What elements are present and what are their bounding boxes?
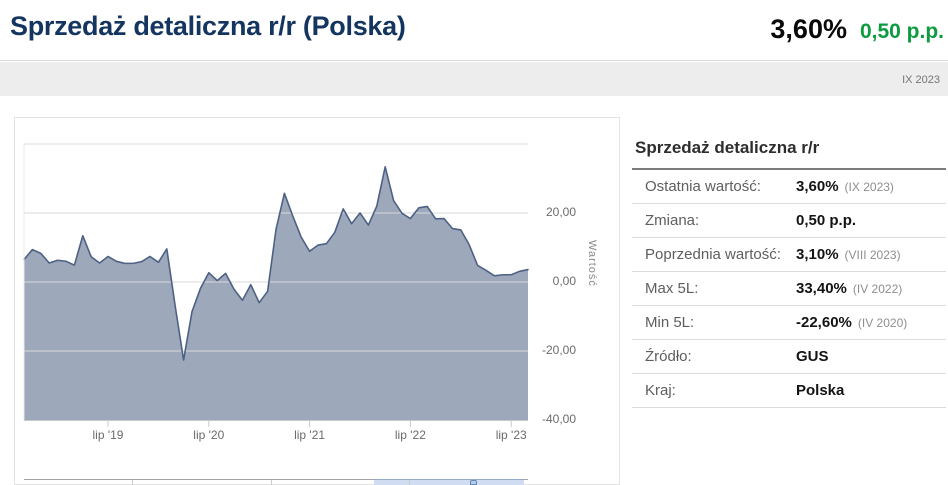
- y-tick-label: -40,00: [541, 412, 576, 426]
- navigator-selected-range[interactable]: [374, 479, 524, 485]
- row-value: 0,50 p.p.: [796, 212, 857, 229]
- row-value-wrap: GUS: [796, 340, 829, 374]
- row-value: 33,40%: [796, 280, 847, 297]
- navigator-divider: [132, 480, 133, 485]
- x-tick-label: lip '19: [92, 428, 124, 442]
- retail-sales-area-chart[interactable]: [15, 118, 619, 484]
- side-panel: Sprzedaż detaliczna r/r Ostatnia wartość…: [632, 138, 946, 408]
- row-value-wrap: 0,50 p.p.: [796, 204, 856, 238]
- change-value: 0,50 p.p.: [859, 20, 944, 43]
- panel-rows: Ostatnia wartość: 3,60% (IX 2023) Zmiana: 0,…: [632, 170, 946, 408]
- navigator-axis-line: [24, 479, 528, 480]
- navigator-handle[interactable]: [470, 480, 477, 485]
- panel-row: Zmiana: 0,50 p.p.: [632, 204, 946, 238]
- x-tick-label: lip '21: [294, 428, 326, 442]
- period-band: IX 2023: [0, 62, 948, 96]
- panel-row: Poprzednia wartość: 3,10% (VIII 2023): [632, 238, 946, 272]
- row-label: Min 5L:: [645, 314, 695, 331]
- row-label: Źródło:: [645, 348, 692, 365]
- row-label: Ostatnia wartość:: [645, 178, 761, 195]
- y-tick-label: -20,00: [541, 343, 576, 357]
- row-note: (IV 2022): [852, 282, 903, 296]
- row-value-wrap: Polska: [796, 374, 844, 408]
- row-label: Kraj:: [645, 382, 676, 399]
- panel-row: Źródło: GUS: [632, 340, 946, 374]
- row-note: (VIII 2023): [844, 248, 901, 262]
- navigator-divider: [409, 480, 410, 485]
- panel-row: Kraj: Polska: [632, 374, 946, 408]
- panel-row: Min 5L: -22,60% (IV 2020): [632, 306, 946, 340]
- row-value-wrap: -22,60% (IV 2020): [796, 306, 907, 340]
- x-tick-label: lip '22: [394, 428, 426, 442]
- row-value: 3,60%: [796, 178, 839, 195]
- row-value: GUS: [796, 348, 829, 365]
- row-value-wrap: 33,40% (IV 2022): [796, 272, 902, 306]
- row-value: 3,10%: [796, 246, 839, 263]
- page-title: Sprzedaż detaliczna r/r (Polska): [10, 11, 406, 41]
- y-axis-title-label: Wartość: [586, 240, 598, 287]
- row-label: Max 5L:: [645, 280, 699, 297]
- row-note: (IV 2020): [857, 316, 908, 330]
- header-divider: [0, 60, 948, 61]
- row-label: Zmiana:: [645, 212, 700, 229]
- y-tick-label: 0,00: [552, 274, 576, 288]
- x-tick-label: lip '20: [193, 428, 225, 442]
- x-tick-label: lip '23: [495, 428, 527, 442]
- chart-card: 20,00 0,00 -20,00 -40,00 lip '19 lip '20 lip '…: [14, 117, 620, 485]
- area-series-fill: [24, 166, 528, 420]
- series-line: [23, 165, 529, 361]
- y-tick-label: 20,00: [545, 205, 576, 219]
- period-label: IX 2023: [902, 74, 940, 86]
- row-value: -22,60%: [796, 314, 852, 331]
- panel-row: Max 5L: 33,40% (IV 2022): [632, 272, 946, 306]
- current-value: 3,60%: [770, 14, 847, 44]
- row-value-wrap: 3,60% (IX 2023): [796, 170, 894, 204]
- header-values: 3,60% 0,50 p.p.: [770, 14, 944, 45]
- panel-row: Ostatnia wartość: 3,60% (IX 2023): [632, 170, 946, 204]
- row-label: Poprzednia wartość:: [645, 246, 781, 263]
- panel-heading: Sprzedaż detaliczna r/r: [632, 138, 946, 170]
- row-value-wrap: 3,10% (VIII 2023): [796, 238, 901, 272]
- navigator-divider: [271, 480, 272, 485]
- row-value: Polska: [796, 382, 845, 399]
- row-note: (IX 2023): [844, 180, 894, 194]
